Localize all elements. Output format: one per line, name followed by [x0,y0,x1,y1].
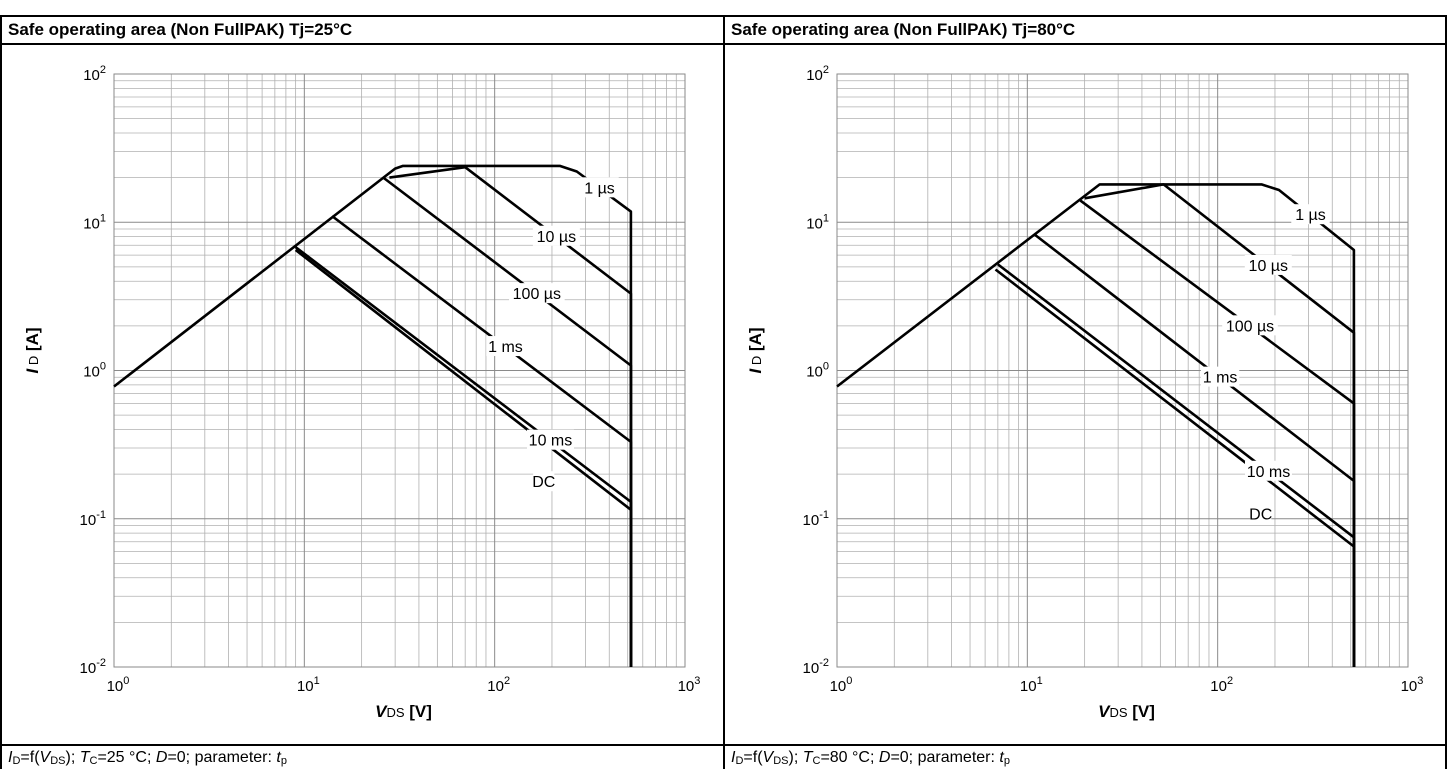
caption-tc-value: =25 °C; [97,749,156,766]
y-tick-label: 102 [83,64,106,84]
caption-function: =f( [20,749,40,766]
y-tick-label: 102 [806,64,829,84]
series-curves [113,164,633,667]
caption-d-value: =0; parameter: [890,749,1000,766]
caption-d-symbol: D [155,749,168,766]
series-label-bg-dc [1250,503,1272,524]
caption-tp-subscript: p [1003,755,1010,767]
x-tick-label: 101 [1020,675,1043,695]
caption-vds-symbol: V [762,749,774,766]
series-label-100-us: 100 µs [1226,318,1274,335]
series-line-1-us [113,164,633,667]
x-tick-label: 100 [107,675,130,695]
y-tick-label: 10-2 [803,657,829,677]
series-label-1-us: 1 µs [1295,207,1326,224]
soa-chart-25c: 100 101 102 103 10-2 10-1 100 101 102 VDS [V] I D … [23,64,701,721]
x-axis-label: VDS [V] [375,702,432,721]
y-tick-label: 10-1 [80,509,106,529]
panel-caption-80c: ID=f(VDS); TC=80 °C; D=0; parameter: tp [725,746,1010,769]
series-label-bg-1-us [580,177,619,198]
series-line-10-ms [997,263,1356,667]
series-line-dc [294,248,633,667]
caption-vds-symbol: V [39,749,51,766]
series-label-bg-100-us [509,283,565,304]
caption-tc-symbol: T [802,749,813,766]
table-middle-border [723,15,725,769]
caption-tc-subscript: C [812,755,821,767]
series-label-1-us: 1 µs [584,180,615,197]
series-label-100-us: 100 µs [513,286,561,303]
series-label-bg-1-ms [1200,366,1240,387]
series-label-bg-10-us [1244,254,1292,275]
series-label-1-ms: 1 ms [488,339,523,356]
x-tick-label: 101 [297,675,320,695]
caption-id-symbol: I [731,749,736,766]
y-tick-label: 101 [83,212,106,232]
caption-id-subscript: D [735,755,744,767]
x-tick-label: 103 [678,675,701,695]
series-label-bg-10-us [532,225,580,246]
series-label-bg-1-us [1291,204,1330,225]
series-label-1-ms: 1 ms [1203,370,1238,387]
caption-separator: ); [788,749,803,766]
caption-tp-subscript: p [280,755,287,767]
caption-tp-symbol: t [999,749,1004,766]
caption-tc-symbol: T [79,749,90,766]
series-line-dc [994,268,1356,667]
x-tick-label: 102 [487,675,510,695]
soa-chart-80c: 100 101 102 103 10-2 10-1 100 101 102 VDS [V] I D … [746,64,1424,721]
caption-function: =f( [743,749,763,766]
y-tick-label: 10-2 [80,657,106,677]
table-right-border [1445,15,1447,769]
y-tick-label: 10-1 [803,509,829,529]
caption-vds-subscript: DS [50,755,66,767]
series-label-10-us: 10 µs [537,229,576,246]
series-label-bg-1-ms [486,336,525,357]
series-label-10-ms: 10 ms [1247,464,1291,481]
x-axis-label: VDS [V] [1098,702,1155,721]
panel-caption-25c: ID=f(VDS); TC=25 °C; D=0; parameter: tp [2,746,287,769]
caption-id-subscript: D [12,755,21,767]
series-label-bg-10-ms [1244,460,1292,481]
caption-d-symbol: D [878,749,891,766]
panel-title-25c: Safe operating area (Non FullPAK) Tj=25°… [8,20,353,39]
y-tick-label: 101 [806,212,829,232]
series-line-100-us [382,176,633,667]
series-line-1-us [836,183,1356,667]
caption-d-value: =0; parameter: [167,749,277,766]
series-label-dc: DC [532,474,555,491]
series-label-10-us: 10 µs [1249,258,1288,275]
series-line-10-us [1084,183,1356,667]
y-axis-label: I D [A] [746,327,765,373]
series-label-bg-10-ms [526,429,574,450]
series-label-bg-dc [533,471,555,492]
caption-vds-subscript: DS [773,755,789,767]
x-tick-label: 100 [830,675,853,695]
series-label-dc: DC [1249,506,1272,523]
plot-frame [113,73,686,668]
series-curves [836,183,1356,667]
y-axis-label: I D [A] [23,327,42,373]
panel-title-80c: Safe operating area (Non FullPAK) Tj=80°… [731,20,1076,39]
x-tick-label: 103 [1401,675,1424,695]
caption-tp-symbol: t [276,749,281,766]
x-tick-label: 102 [1210,675,1233,695]
caption-tc-value: =80 °C; [820,749,879,766]
series-label-10-ms: 10 ms [529,433,573,450]
y-tick-label: 100 [806,361,829,381]
series-line-10-ms [294,246,633,667]
plot-frame [836,73,1409,668]
series-label-bg-100-us [1222,315,1278,336]
caption-id-symbol: I [8,749,13,766]
table-left-border [0,15,2,769]
caption-separator: ); [65,749,80,766]
caption-tc-subscript: C [89,755,98,767]
series-line-1-ms [331,215,633,667]
y-tick-label: 100 [83,361,106,381]
